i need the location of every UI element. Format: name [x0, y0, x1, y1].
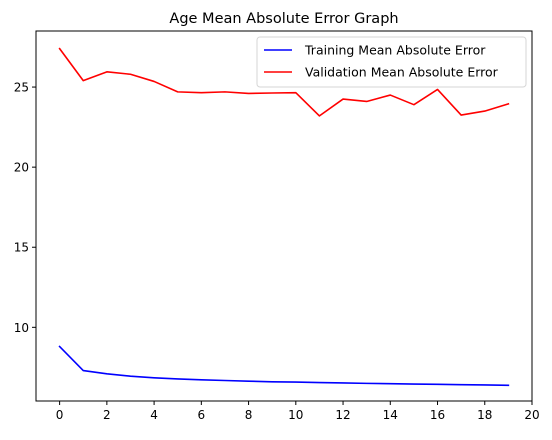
- x-tick-label: 12: [335, 408, 350, 422]
- legend: Training Mean Absolute Error Validation …: [256, 36, 527, 88]
- x-tick-label: 4: [150, 408, 158, 422]
- legend-label-validation: Validation Mean Absolute Error: [305, 65, 499, 80]
- series-line-training: [58, 345, 510, 387]
- x-tick-label: 8: [245, 408, 253, 422]
- x-tick-label: 16: [430, 408, 445, 422]
- y-tick-label: 25: [14, 81, 29, 95]
- x-tick-label: 10: [288, 408, 303, 422]
- series-group: [58, 47, 510, 387]
- x-tick-label: 0: [56, 408, 64, 422]
- y-tick-label: 15: [14, 241, 29, 255]
- legend-label-training: Training Mean Absolute Error: [304, 43, 486, 58]
- x-tick-label: 6: [198, 408, 206, 422]
- plot-area: [35, 30, 533, 402]
- y-tick-label: 20: [14, 161, 29, 175]
- series-line-validation: [58, 47, 510, 117]
- legend-box: [256, 36, 527, 88]
- chart-title: Age Mean Absolute Error Graph: [169, 11, 398, 27]
- x-tick-label: 2: [103, 408, 111, 422]
- x-tick-label: 20: [524, 408, 539, 422]
- x-axis: 0 2 4 6 8 10 12 14 16 18 20: [56, 401, 540, 422]
- x-tick-label: 14: [383, 408, 398, 422]
- y-tick-label: 10: [14, 321, 29, 335]
- y-axis: 10 15 20 25: [14, 81, 36, 335]
- x-tick-label: 18: [477, 408, 492, 422]
